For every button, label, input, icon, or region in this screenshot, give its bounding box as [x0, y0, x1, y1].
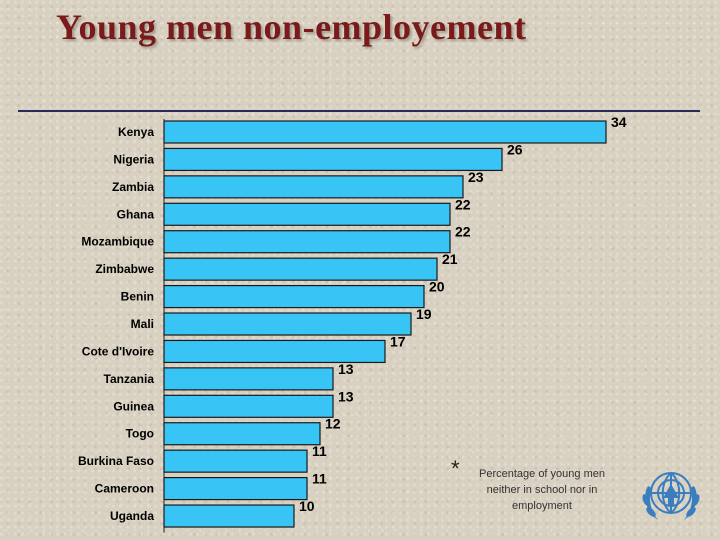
footnote-marker: *	[451, 456, 460, 481]
bar-togo	[163, 422, 321, 446]
bar-ghana	[163, 202, 451, 226]
value-label: 10	[299, 498, 315, 514]
category-label: Guinea	[113, 399, 154, 413]
bar-mali	[163, 312, 412, 336]
un-emblem-icon	[642, 472, 700, 520]
category-label: Mali	[131, 317, 154, 331]
category-label: Nigeria	[113, 152, 154, 166]
category-label: Cameroon	[95, 482, 154, 496]
category-label: Zimbabwe	[95, 262, 154, 276]
bar-benin	[163, 284, 425, 309]
bar-uganda	[163, 504, 295, 528]
value-label: 22	[455, 196, 471, 212]
value-label: 13	[338, 361, 354, 377]
bar-zimbabwe	[163, 257, 438, 281]
value-label: 20	[429, 279, 445, 295]
value-label: 19	[416, 306, 432, 322]
bar-kenya	[163, 120, 607, 144]
category-label: Benin	[121, 290, 154, 304]
value-label: 11	[312, 471, 327, 487]
category-label: Zambia	[112, 180, 154, 194]
category-label: Cote d'Ivoire	[82, 344, 155, 358]
value-label: 17	[390, 333, 406, 349]
category-label: Burkina Faso	[78, 454, 154, 468]
value-label: 23	[468, 169, 484, 185]
footnote-text: Percentage of young men neither in schoo…	[479, 468, 605, 512]
value-label: 22	[455, 224, 471, 240]
slide-title: Young men non-employement	[56, 7, 527, 47]
category-label: Togo	[126, 427, 154, 441]
value-label: 12	[325, 416, 341, 432]
category-label: Mozambique	[81, 235, 154, 249]
category-label: Kenya	[118, 125, 154, 139]
bar-tanzania	[163, 367, 334, 391]
value-label: 34	[611, 114, 627, 130]
category-label: Uganda	[110, 509, 154, 523]
bar-cameroon	[163, 476, 308, 501]
value-label: 26	[507, 141, 523, 157]
title-divider	[18, 110, 700, 112]
bar-mozambique	[163, 230, 451, 254]
bar-guinea	[163, 394, 334, 418]
value-label: 13	[338, 388, 354, 404]
bar-nigeria	[163, 147, 503, 172]
bar-cote-d-ivoire	[163, 339, 386, 364]
bar-zambia	[163, 175, 464, 199]
category-label: Tanzania	[104, 372, 155, 386]
value-label: 21	[442, 251, 458, 267]
value-label: 11	[312, 443, 327, 459]
category-label: Ghana	[117, 207, 155, 221]
bar-burkina-faso	[163, 449, 308, 473]
